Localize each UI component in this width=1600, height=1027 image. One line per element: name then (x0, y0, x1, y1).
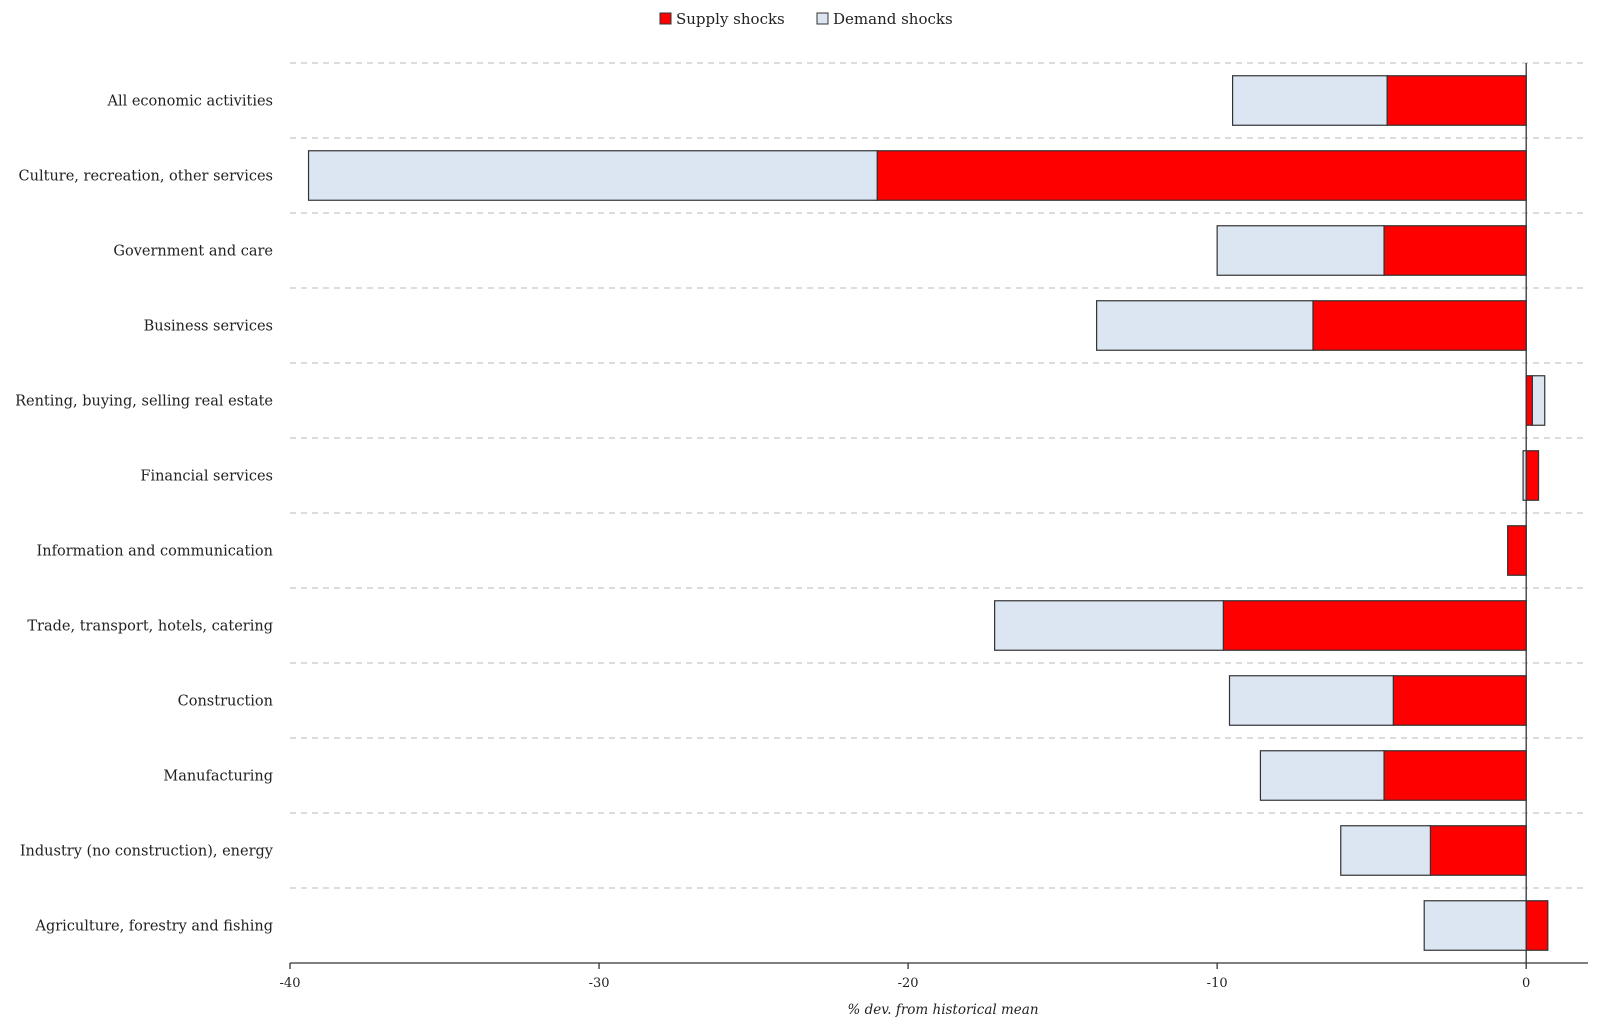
bar-supply (1525, 450, 1540, 501)
category-label: Manufacturing (163, 769, 273, 785)
bar-demand (1423, 900, 1527, 951)
category-label: Government and care (113, 244, 273, 260)
x-axis-title: % dev. from historical mean (847, 1002, 1038, 1018)
bar-demand (1096, 300, 1314, 351)
category-label: Culture, recreation, other services (19, 169, 273, 185)
bar-supply (1222, 600, 1527, 651)
legend-label-supply: Supply shocks (676, 10, 785, 28)
x-tick-label: 0 (1522, 976, 1530, 991)
bar-demand (1216, 225, 1385, 276)
gridlines (290, 62, 1588, 889)
legend-swatch-supply (659, 12, 672, 25)
legend: Supply shocks Demand shocks (659, 10, 953, 28)
x-axis: -40 -30 -20 -10 0 (280, 63, 1588, 991)
bar-demand (1531, 375, 1546, 426)
bar-supply (1386, 75, 1527, 126)
bar-supply (1383, 225, 1527, 276)
legend-label-demand: Demand shocks (833, 10, 953, 28)
category-label: Renting, buying, selling real estate (15, 394, 273, 410)
bar-supply (1312, 300, 1527, 351)
category-label: All economic activities (106, 94, 273, 110)
category-label: Agriculture, forestry and fishing (34, 919, 273, 935)
x-tick-label: -10 (1207, 976, 1228, 991)
category-label: Business services (144, 319, 273, 335)
category-label: Industry (no construction), energy (20, 844, 274, 860)
category-label: Information and communication (37, 544, 273, 560)
x-tick-label: -40 (280, 976, 301, 991)
bar-demand (1340, 825, 1431, 876)
bar-supply (876, 150, 1527, 201)
legend-swatch-demand (816, 12, 829, 25)
bars (307, 75, 1549, 951)
bar-supply (1507, 525, 1527, 576)
bar-demand (307, 150, 878, 201)
category-labels: All economic activities Culture, recreati… (15, 94, 274, 935)
bar-supply (1525, 900, 1549, 951)
bar-supply (1429, 825, 1527, 876)
bar-demand (1228, 675, 1394, 726)
category-label: Financial services (140, 469, 273, 485)
category-label: Construction (178, 694, 273, 710)
bar-supply (1392, 675, 1527, 726)
bar-demand (1259, 750, 1385, 801)
x-tick-label: -20 (898, 976, 919, 991)
bar-demand (1231, 75, 1388, 126)
x-tick-label: -30 (589, 976, 610, 991)
bar-demand (994, 600, 1224, 651)
category-label: Trade, transport, hotels, catering (27, 619, 273, 635)
bar-supply (1383, 750, 1527, 801)
bar-supply (1525, 375, 1533, 426)
